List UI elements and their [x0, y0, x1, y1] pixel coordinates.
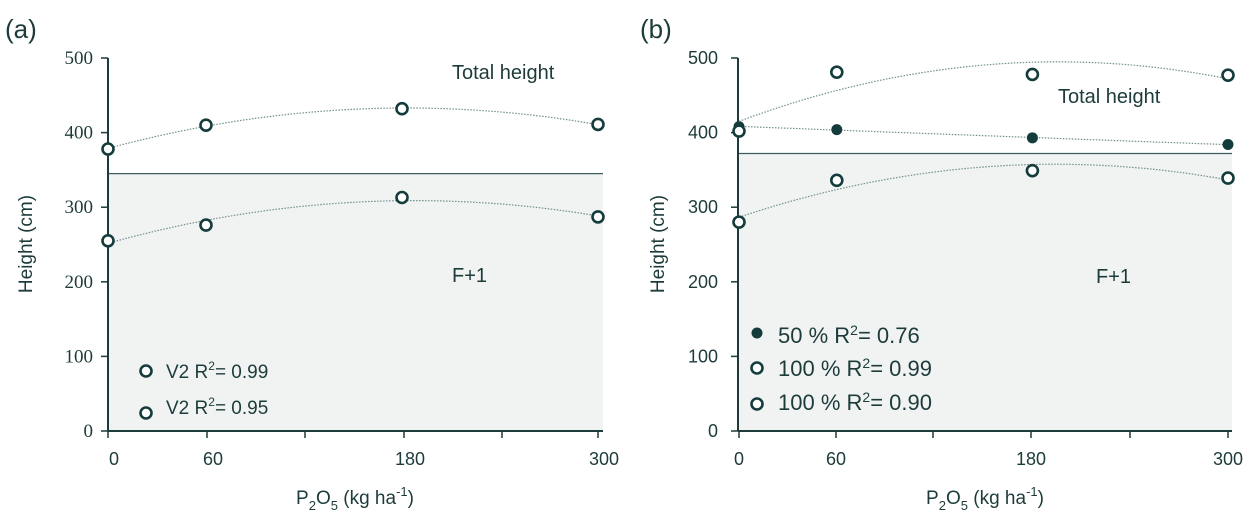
legend-label-superscript: 2: [208, 395, 215, 409]
chart-panel-b: 0 100 200 300 400 500 0 60 180 300 (b) Height (cm) P…: [640, 14, 1243, 513]
legend-label: 100 % R2= 0.99: [778, 355, 932, 381]
x-axis-label-part: ): [408, 488, 414, 509]
x-axis-label-part: O: [316, 488, 331, 509]
x-axis-label-subscript: 2: [309, 498, 316, 513]
x-axis-label-part: (kg ha: [338, 488, 397, 509]
legend-label-superscript: 2: [862, 355, 870, 371]
legend-label-superscript: 2: [208, 359, 215, 373]
x-axis-label-subscript: 5: [961, 498, 968, 513]
data-point: [1025, 67, 1040, 82]
fit-curve: [738, 61, 1229, 122]
panel-label: (a): [5, 14, 37, 44]
data-point: [591, 210, 605, 224]
x-axis-label-subscript: 2: [939, 498, 946, 513]
legend-label-part: 100 % R: [778, 390, 862, 415]
data-point: [732, 124, 746, 138]
data-point: [199, 218, 213, 232]
legend-marker: [139, 364, 153, 378]
legend-label-superscript: 2: [862, 389, 870, 405]
y-tick-label: 500: [688, 48, 718, 68]
x-tick-label: 60: [203, 449, 223, 469]
data-point: [101, 233, 115, 248]
x-tick-label: 300: [1213, 449, 1243, 469]
x-tick-label: 0: [109, 449, 119, 469]
legend-label-part: = 0.95: [215, 398, 268, 419]
x-axis-label-superscript: -1: [396, 484, 408, 499]
legend-label: V2 R2= 0.95: [166, 395, 268, 419]
legend-label: 50 % R2= 0.76: [778, 322, 920, 348]
data-point: [1222, 139, 1234, 151]
x-axis-label-superscript: -1: [1026, 484, 1038, 499]
y-tick-label: 100: [65, 346, 94, 367]
x-axis-label-part: O: [946, 488, 961, 509]
data-point: [732, 215, 746, 229]
legend-label: V2 R2= 0.99: [166, 359, 268, 383]
legend-label: 100 % R2= 0.90: [778, 389, 932, 415]
y-tick-label: 500: [65, 48, 94, 69]
x-tick-label: 180: [1016, 449, 1046, 469]
y-tick-label: 100: [688, 346, 718, 366]
legend-label-part: = 0.99: [215, 362, 268, 383]
data-point: [1025, 163, 1040, 178]
data-point: [101, 142, 115, 156]
data-point: [1221, 171, 1235, 185]
annotation-f-plus-1: F+1: [452, 265, 487, 287]
x-tick-label: 300: [589, 449, 619, 469]
y-tick-label: 300: [688, 197, 718, 217]
legend-label-part: 100 % R: [778, 356, 862, 381]
x-axis-label: P2O5 (kg ha-1): [926, 484, 1044, 513]
annotation-f-plus-1: F+1: [1096, 266, 1131, 288]
fit-curve: [107, 200, 599, 244]
legend-marker: [750, 397, 764, 411]
chart-panel-a: 0 100 200 300 400 500 0 60 180 300 (a) Height (cm) P…: [5, 14, 619, 513]
legend-label-part: V2 R: [166, 398, 208, 419]
data-point: [591, 117, 605, 132]
legend-label-part: 50 % R: [778, 323, 850, 348]
data-point: [199, 118, 213, 132]
y-tick-label: 0: [84, 421, 94, 442]
y-tick-label: 400: [65, 123, 94, 144]
x-tick-label: 0: [734, 449, 744, 469]
y-axis-label: Height (cm): [16, 195, 37, 293]
panel-label: (b): [640, 14, 672, 44]
x-tick-label: 180: [395, 449, 425, 469]
legend-label-part: V2 R: [166, 362, 208, 383]
data-point: [831, 124, 843, 136]
annotation-total-height: Total height: [452, 62, 555, 84]
data-point: [395, 190, 409, 205]
legend-marker: [139, 406, 153, 420]
data-point: [1221, 68, 1235, 82]
y-tick-label: 200: [688, 272, 718, 292]
shaded-region: [738, 153, 1232, 431]
fit-curve: [107, 107, 599, 149]
data-point: [1026, 132, 1038, 144]
legend-marker: [751, 327, 763, 339]
legend-label-superscript: 2: [850, 322, 858, 338]
y-tick-label: 400: [688, 123, 718, 143]
x-axis-label-part: (kg ha: [968, 488, 1027, 509]
legend-label-part: = 0.90: [870, 390, 932, 415]
x-tick-label: 60: [826, 449, 846, 469]
y-tick-label: 0: [708, 421, 718, 441]
x-axis-label-part: P: [296, 488, 309, 509]
data-point: [395, 101, 409, 116]
legend-marker: [750, 361, 764, 375]
x-axis-label-part: ): [1038, 488, 1044, 509]
fit-curve: [738, 125, 1229, 146]
y-tick-label: 300: [65, 197, 94, 218]
data-point: [829, 173, 844, 188]
y-tick-label: 200: [65, 272, 94, 293]
x-axis-label-subscript: 5: [331, 498, 338, 513]
y-axis-label: Height (cm): [648, 195, 669, 293]
annotation-total-height: Total height: [1058, 86, 1161, 108]
data-point: [829, 65, 844, 79]
x-axis-label: P2O5 (kg ha-1): [296, 484, 414, 513]
fit-curve: [738, 163, 1229, 218]
x-axis-label-part: P: [926, 488, 939, 509]
legend-label-part: = 0.76: [858, 323, 920, 348]
legend-label-part: = 0.99: [870, 356, 932, 381]
shaded-region: [108, 173, 603, 431]
